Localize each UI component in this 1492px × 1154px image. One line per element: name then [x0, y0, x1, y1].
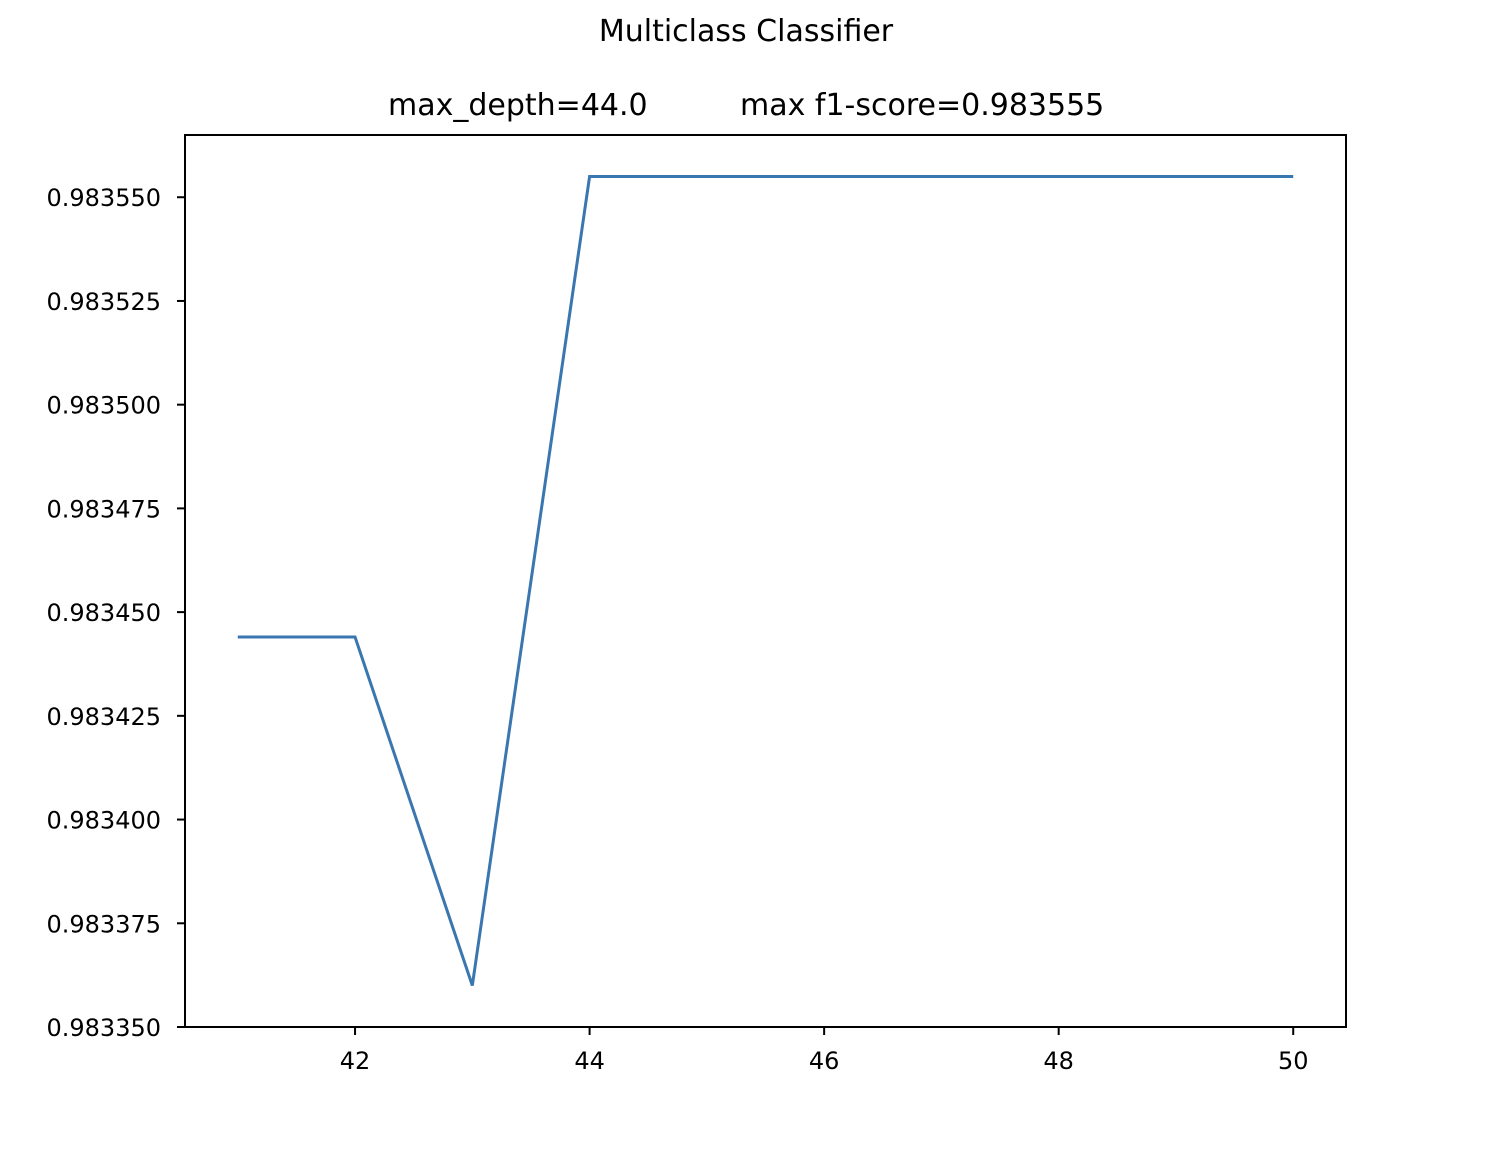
series-layer	[237, 174, 1294, 986]
axes-frame	[184, 134, 1347, 1028]
chart-title-left: max_depth=44.0	[388, 88, 648, 123]
series-line-0	[237, 174, 1294, 986]
y-tick-label: 0.983350	[46, 1014, 161, 1042]
y-tick-label: 0.983450	[46, 599, 161, 627]
x-tick-label: 50	[1278, 1047, 1309, 1075]
y-tick-label: 0.983400	[46, 807, 161, 835]
chart-title-right: max f1-score=0.983555	[740, 88, 1105, 123]
y-tick-label: 0.983475	[46, 495, 161, 523]
x-tick-label: 48	[1043, 1047, 1074, 1075]
chart-suptitle: Multiclass Classifier	[598, 14, 894, 49]
x-axis: 42 44 46 48 50	[340, 1027, 1309, 1075]
y-tick-label: 0.983425	[46, 703, 161, 731]
x-tick-label: 42	[340, 1047, 371, 1075]
x-tick-label: 44	[574, 1047, 605, 1075]
x-tick-label: 46	[809, 1047, 840, 1075]
y-axis: 0.983350 0.983375 0.983400 0.983425 0.983450…	[46, 184, 185, 1042]
y-tick-label: 0.983375	[46, 910, 161, 938]
y-tick-label: 0.983500	[46, 392, 161, 420]
y-tick-label: 0.983550	[46, 184, 161, 212]
y-tick-label: 0.983525	[46, 288, 161, 316]
